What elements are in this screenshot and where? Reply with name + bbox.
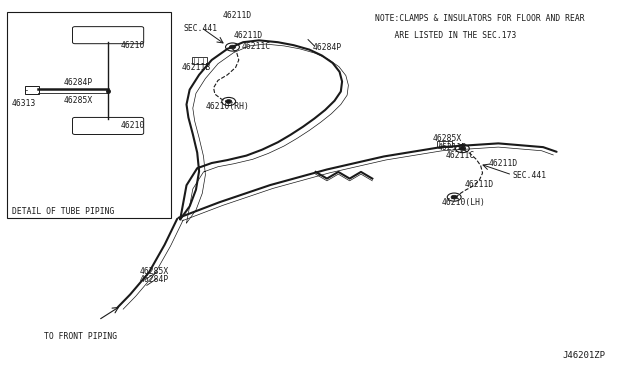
Text: 46313: 46313 <box>12 99 36 108</box>
FancyBboxPatch shape <box>72 118 143 135</box>
Circle shape <box>225 100 232 103</box>
Text: J46201ZP: J46201ZP <box>563 351 605 360</box>
FancyBboxPatch shape <box>437 141 452 147</box>
Circle shape <box>229 45 236 49</box>
Text: 46211C: 46211C <box>446 151 476 160</box>
Text: 46284P: 46284P <box>64 78 93 87</box>
Text: 46285X: 46285X <box>140 267 168 276</box>
Circle shape <box>222 97 236 106</box>
Text: 46285X: 46285X <box>432 134 461 143</box>
Text: 46211D: 46211D <box>234 31 263 41</box>
Text: 46284P: 46284P <box>140 275 168 284</box>
Circle shape <box>460 147 465 150</box>
Text: 46211C: 46211C <box>241 42 271 51</box>
Text: ARE LISTED IN THE SEC.173: ARE LISTED IN THE SEC.173 <box>376 32 517 41</box>
Circle shape <box>447 193 461 201</box>
Text: 46211D: 46211D <box>489 159 518 168</box>
Text: 46285X: 46285X <box>64 96 93 105</box>
Text: 46210(RH): 46210(RH) <box>205 102 249 111</box>
FancyBboxPatch shape <box>72 27 143 44</box>
Circle shape <box>451 195 458 199</box>
Circle shape <box>456 144 469 153</box>
Text: SEC.441: SEC.441 <box>183 24 218 33</box>
Text: 46211B: 46211B <box>182 63 211 72</box>
Text: 46210: 46210 <box>120 122 145 131</box>
Text: NOTE:CLAMPS & INSULATORS FOR FLOOR AND REAR: NOTE:CLAMPS & INSULATORS FOR FLOOR AND R… <box>376 14 585 23</box>
Text: 46211B: 46211B <box>437 142 467 151</box>
FancyBboxPatch shape <box>192 57 207 64</box>
Text: SEC.441: SEC.441 <box>513 171 547 180</box>
Text: 46210(LH): 46210(LH) <box>442 198 486 207</box>
Text: TO FRONT PIPING: TO FRONT PIPING <box>44 331 116 341</box>
Text: 46284P: 46284P <box>313 42 342 51</box>
Text: 46211D: 46211D <box>223 11 252 20</box>
Text: 46211D: 46211D <box>464 180 493 189</box>
Text: DETAIL OF TUBE PIPING: DETAIL OF TUBE PIPING <box>12 207 115 216</box>
FancyBboxPatch shape <box>25 86 39 94</box>
Text: 46210: 46210 <box>120 41 145 51</box>
Circle shape <box>225 43 239 51</box>
